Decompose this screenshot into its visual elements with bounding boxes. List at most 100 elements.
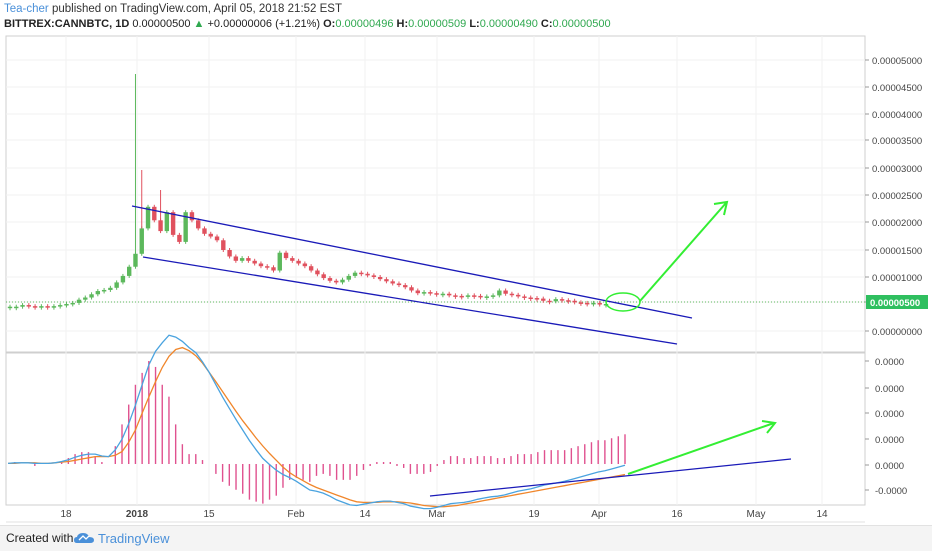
candle-body bbox=[434, 293, 439, 295]
macd-target-arrow bbox=[627, 422, 775, 475]
author-link[interactable]: Tea-cher bbox=[4, 3, 49, 15]
macd-trend-line bbox=[429, 458, 792, 497]
macd-y-tick-label: 0.0000 bbox=[875, 435, 904, 446]
y-tick-label: 0.00000000 bbox=[872, 327, 922, 338]
candle-body bbox=[227, 250, 232, 257]
candle-body bbox=[327, 278, 333, 281]
tradingview-brand[interactable]: TradingView bbox=[98, 531, 170, 546]
candle-body bbox=[208, 233, 213, 237]
candle-body bbox=[497, 290, 502, 296]
candle-body bbox=[14, 306, 19, 309]
candle-body bbox=[484, 296, 489, 298]
candle-body bbox=[428, 292, 433, 294]
candle-body bbox=[296, 260, 301, 264]
candle-body bbox=[139, 228, 144, 254]
macd-y-tick-label: 0.0000 bbox=[875, 461, 904, 472]
x-tick-label: 14 bbox=[816, 509, 828, 520]
candle-body bbox=[359, 272, 364, 275]
candle-body bbox=[277, 252, 282, 271]
macd-line bbox=[7, 334, 626, 510]
macd-histogram bbox=[14, 360, 626, 504]
channel-upper-line bbox=[131, 205, 693, 319]
open-label: O: bbox=[323, 18, 336, 30]
candle-body bbox=[76, 299, 82, 303]
candle-body bbox=[196, 220, 201, 229]
candle-body bbox=[584, 302, 590, 305]
price-target-arrow bbox=[639, 202, 727, 302]
last-price-badge bbox=[866, 295, 928, 309]
symbol-label[interactable]: BITTREX:CANNBTC, 1D bbox=[4, 18, 130, 30]
indicator-lines bbox=[7, 334, 626, 510]
candle-body bbox=[421, 292, 427, 294]
candle-body bbox=[415, 290, 420, 294]
candle-body bbox=[246, 258, 251, 261]
candle-body bbox=[64, 304, 69, 306]
x-tick-label: 15 bbox=[203, 509, 215, 520]
macd-y-tick-label: 0.0000 bbox=[875, 384, 904, 395]
y-tick-label: 0.00001000 bbox=[872, 273, 922, 284]
price-chart[interactable]: 18 2018 15 Feb 14 Mar 19 Apr 16 May 14 0.00005000 0.… bbox=[0, 0, 932, 525]
candle-body bbox=[472, 295, 477, 297]
x-tick-label: 16 bbox=[671, 509, 683, 520]
y-tick-label: 0.00005000 bbox=[872, 56, 922, 67]
candle-body bbox=[164, 212, 170, 232]
candle-body bbox=[265, 266, 270, 268]
candle-body bbox=[32, 306, 38, 308]
candle-body bbox=[578, 302, 584, 304]
close-value: 0.00000500 bbox=[552, 18, 611, 30]
candle-body bbox=[83, 297, 88, 300]
candle-body bbox=[453, 295, 458, 297]
x-tick-label: Mar bbox=[428, 509, 446, 520]
candle-body bbox=[308, 266, 314, 271]
candle-body bbox=[334, 280, 339, 283]
candle-body bbox=[271, 267, 276, 271]
signal-line bbox=[8, 346, 626, 508]
candle-body bbox=[365, 273, 370, 276]
candle-body bbox=[189, 212, 195, 221]
candle-body bbox=[534, 298, 540, 300]
candle-body bbox=[108, 287, 113, 290]
publish-line: Tea-cher published on TradingView.com, A… bbox=[4, 3, 342, 15]
candle-body bbox=[133, 253, 138, 267]
candle-body bbox=[283, 252, 289, 259]
candle-body bbox=[302, 263, 308, 267]
candle-body bbox=[315, 270, 320, 275]
candle-body bbox=[515, 294, 521, 297]
candle-body bbox=[559, 299, 565, 301]
candle-body bbox=[396, 283, 402, 286]
candle-body bbox=[221, 240, 226, 250]
candle-body bbox=[202, 228, 207, 234]
x-tick-label: 2018 bbox=[126, 509, 149, 520]
candle-body bbox=[177, 234, 182, 242]
candle-body bbox=[547, 300, 552, 303]
close-label: C: bbox=[540, 18, 553, 30]
y-tick-label: 0.00004500 bbox=[872, 83, 922, 94]
candle-body bbox=[127, 266, 132, 276]
y-tick-label: 0.00003500 bbox=[872, 136, 922, 147]
symbol-info-line: BITTREX:CANNBTC, 1D 0.00000500 ▲ +0.0000… bbox=[4, 18, 611, 30]
tradingview-cloud-icon[interactable] bbox=[74, 532, 94, 544]
candle-body bbox=[183, 212, 188, 242]
published-text: published on TradingView.com, April 05, … bbox=[51, 3, 342, 15]
candle-body bbox=[321, 274, 326, 279]
candle-body bbox=[371, 275, 377, 277]
candle-body bbox=[95, 291, 101, 295]
candle-body bbox=[57, 305, 63, 307]
candle-body bbox=[509, 293, 515, 296]
candle-body bbox=[340, 279, 345, 283]
candle-body bbox=[522, 296, 527, 298]
candle-body bbox=[566, 300, 571, 302]
candle-body bbox=[114, 282, 119, 288]
x-tick-label: Apr bbox=[591, 509, 607, 520]
candle-body bbox=[403, 285, 408, 288]
high-value: 0.00000509 bbox=[408, 18, 467, 30]
candle-body bbox=[89, 294, 94, 298]
candle-body bbox=[553, 299, 559, 302]
candle-body bbox=[377, 277, 383, 280]
created-with-text: Created with bbox=[6, 531, 74, 545]
candle-body bbox=[170, 212, 176, 235]
open-value: 0.00000496 bbox=[335, 18, 394, 30]
x-tick-label: 14 bbox=[359, 509, 371, 520]
channel-lower-line bbox=[142, 256, 678, 345]
candle-body bbox=[384, 279, 389, 282]
